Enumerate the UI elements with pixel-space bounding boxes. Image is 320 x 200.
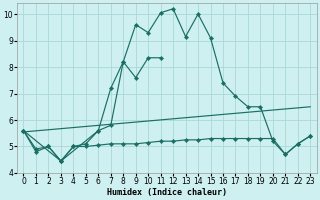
X-axis label: Humidex (Indice chaleur): Humidex (Indice chaleur) — [107, 188, 227, 197]
